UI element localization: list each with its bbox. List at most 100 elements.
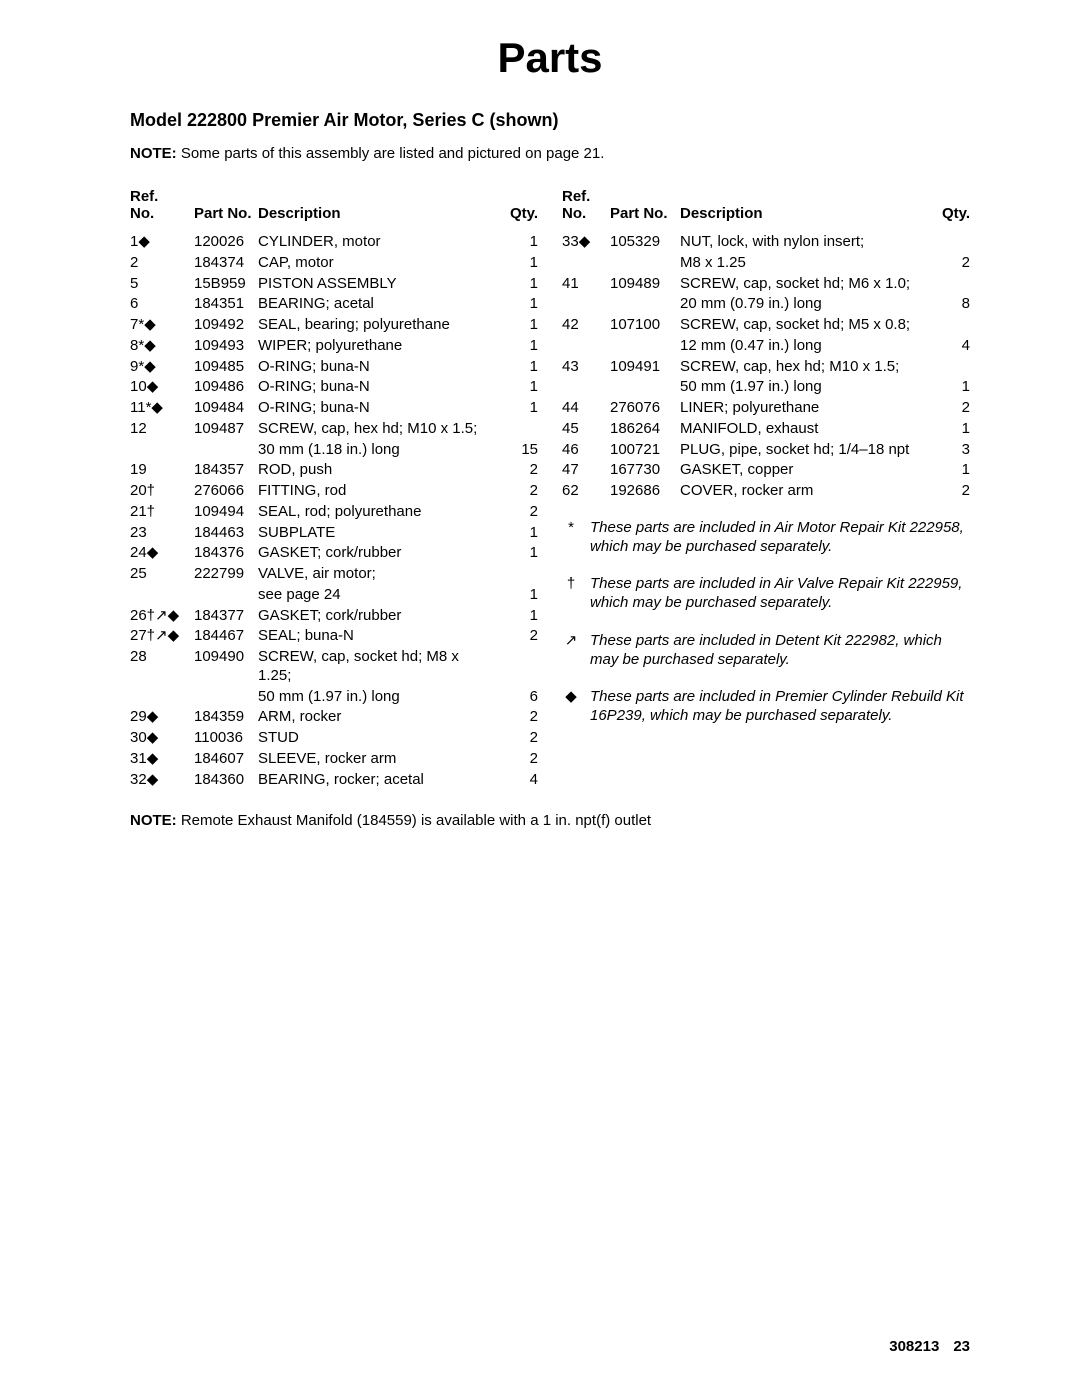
header-desc: Description — [258, 188, 490, 232]
table-row: 50 mm (1.97 in.) long1 — [562, 377, 970, 398]
description: 50 mm (1.97 in.) long — [258, 687, 490, 708]
ref-no: 31◆ — [130, 749, 194, 770]
table-row: 1◆120026CYLINDER, motor1 — [130, 232, 538, 253]
qty — [936, 315, 970, 336]
ref-no: 19 — [130, 460, 194, 481]
table-row: 9*◆109485O-RING; buna-N1 — [130, 357, 538, 378]
table-row: 62192686COVER, rocker arm2 — [562, 481, 970, 502]
qty — [490, 419, 538, 440]
part-no: 276066 — [194, 481, 258, 502]
table-row: 30◆110036STUD2 — [130, 728, 538, 749]
header-ref: Ref.No. — [130, 188, 194, 232]
ref-no: 47 — [562, 460, 610, 481]
description: NUT, lock, with nylon insert; — [680, 232, 936, 253]
ref-no: 45 — [562, 419, 610, 440]
table-row: 25222799VALVE, air motor; — [130, 564, 538, 585]
description: SEAL; buna-N — [258, 626, 490, 647]
qty: 2 — [490, 460, 538, 481]
description: SCREW, cap, socket hd; M5 x 0.8; — [680, 315, 936, 336]
qty: 1 — [490, 232, 538, 253]
table-row: 45186264MANIFOLD, exhaust1 — [562, 419, 970, 440]
kit-note: †These parts are included in Air Valve R… — [562, 574, 970, 612]
part-no: 184351 — [194, 294, 258, 315]
ref-no: 6 — [130, 294, 194, 315]
ref-no — [562, 336, 610, 357]
part-no: 100721 — [610, 440, 680, 461]
part-no: 110036 — [194, 728, 258, 749]
kit-note-text: These parts are included in Air Motor Re… — [590, 518, 970, 556]
note-top-label: NOTE: — [130, 145, 177, 162]
description: COVER, rocker arm — [680, 481, 936, 502]
part-no: 105329 — [610, 232, 680, 253]
qty: 1 — [490, 543, 538, 564]
table-row: 47167730GASKET, copper1 — [562, 460, 970, 481]
description: GASKET, copper — [680, 460, 936, 481]
ref-no: 24◆ — [130, 543, 194, 564]
ref-no: 20† — [130, 481, 194, 502]
part-no: 109486 — [194, 377, 258, 398]
kit-note-text: These parts are included in Premier Cyli… — [590, 687, 970, 725]
description: GASKET; cork/rubber — [258, 543, 490, 564]
ref-no: 5 — [130, 274, 194, 295]
table-row: 31◆184607SLEEVE, rocker arm2 — [130, 749, 538, 770]
table-row: 12 mm (0.47 in.) long4 — [562, 336, 970, 357]
table-row: 42107100SCREW, cap, socket hd; M5 x 0.8; — [562, 315, 970, 336]
model-title: Model 222800 Premier Air Motor, Series C… — [130, 110, 970, 131]
kit-note: ◆These parts are included in Premier Cyl… — [562, 687, 970, 725]
qty: 2 — [490, 728, 538, 749]
ref-no: 26†↗◆ — [130, 606, 194, 627]
table-row: see page 241 — [130, 585, 538, 606]
description: PLUG, pipe, socket hd; 1/4–18 npt — [680, 440, 936, 461]
description: SEAL, rod; polyurethane — [258, 502, 490, 523]
table-row: 10◆109486O-RING; buna-N1 — [130, 377, 538, 398]
part-no: 109487 — [194, 419, 258, 440]
part-no — [194, 687, 258, 708]
ref-no: 8*◆ — [130, 336, 194, 357]
table-row: 29◆184359ARM, rocker2 — [130, 707, 538, 728]
qty: 1 — [490, 398, 538, 419]
footer-page-number: 23 — [953, 1338, 970, 1355]
qty: 15 — [490, 440, 538, 461]
part-no: 109492 — [194, 315, 258, 336]
table-row: 24◆184376GASKET; cork/rubber1 — [130, 543, 538, 564]
qty: 2 — [490, 481, 538, 502]
page-footer: 30821323 — [889, 1338, 970, 1355]
description: FITTING, rod — [258, 481, 490, 502]
description: STUD — [258, 728, 490, 749]
ref-no: 23 — [130, 523, 194, 544]
kit-note: *These parts are included in Air Motor R… — [562, 518, 970, 556]
qty: 2 — [936, 253, 970, 274]
qty: 1 — [490, 336, 538, 357]
description: O-RING; buna-N — [258, 377, 490, 398]
part-no: 276076 — [610, 398, 680, 419]
qty: 2 — [490, 502, 538, 523]
note-bottom-label: NOTE: — [130, 812, 177, 829]
part-no: 184360 — [194, 770, 258, 791]
description: SLEEVE, rocker arm — [258, 749, 490, 770]
table-row: 41109489SCREW, cap, socket hd; M6 x 1.0; — [562, 274, 970, 295]
header-part: Part No. — [194, 188, 258, 232]
header-qty: Qty. — [490, 188, 538, 232]
part-no — [610, 294, 680, 315]
ref-no: 46 — [562, 440, 610, 461]
part-no — [194, 440, 258, 461]
ref-no: 25 — [130, 564, 194, 585]
table-row: 28109490SCREW, cap, socket hd; M8 x 1.25… — [130, 647, 538, 687]
table-row: 26†↗◆184377GASKET; cork/rubber1 — [130, 606, 538, 627]
ref-no: 10◆ — [130, 377, 194, 398]
description: SCREW, cap, socket hd; M6 x 1.0; — [680, 274, 936, 295]
qty: 2 — [936, 398, 970, 419]
parts-table-right: Ref.No. Part No. Description Qty. 33◆105… — [562, 188, 970, 502]
description: SCREW, cap, hex hd; M10 x 1.5; — [680, 357, 936, 378]
part-no: 184376 — [194, 543, 258, 564]
description: 50 mm (1.97 in.) long — [680, 377, 936, 398]
part-no: 184467 — [194, 626, 258, 647]
part-no: 15B959 — [194, 274, 258, 295]
qty: 4 — [936, 336, 970, 357]
kit-note-text: These parts are included in Air Valve Re… — [590, 574, 970, 612]
ref-no: 12 — [130, 419, 194, 440]
description: SCREW, cap, socket hd; M8 x 1.25; — [258, 647, 490, 687]
qty: 1 — [490, 357, 538, 378]
description: BEARING, rocker; acetal — [258, 770, 490, 791]
ref-no: 29◆ — [130, 707, 194, 728]
